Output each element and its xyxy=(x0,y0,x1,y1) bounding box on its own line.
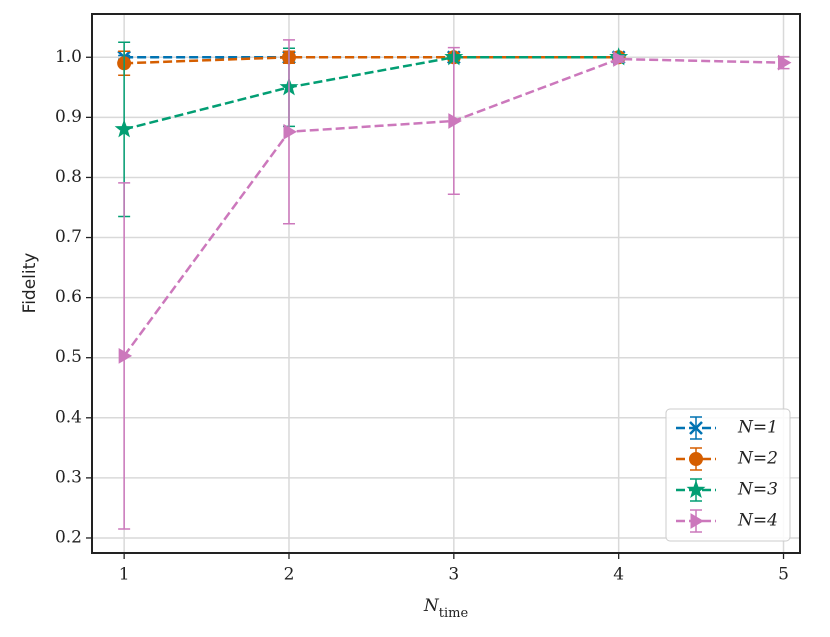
x-tick-label: 4 xyxy=(613,565,624,585)
x-tick-label: 2 xyxy=(284,565,295,585)
legend-entry: N=3 xyxy=(676,478,778,502)
legend-marker xyxy=(686,480,706,499)
x-tick-label: 3 xyxy=(448,565,459,585)
plot-frame xyxy=(91,13,801,554)
legend-box xyxy=(665,408,791,542)
y-tick-label: 0.8 xyxy=(55,167,82,187)
marker xyxy=(283,123,297,140)
y-tick-label: 0.3 xyxy=(55,467,82,487)
marker xyxy=(114,119,134,138)
legend-label: N=1 xyxy=(737,418,778,438)
y-tick-label: 0.7 xyxy=(55,227,82,247)
marker xyxy=(778,54,792,71)
legend-entry: N=1 xyxy=(676,416,778,440)
y-tick-label: 0.2 xyxy=(55,527,82,547)
legend-entry: N=2 xyxy=(676,447,778,471)
x-axis-label: Ntime xyxy=(423,596,469,621)
x-tick-label: 1 xyxy=(119,565,130,585)
series xyxy=(118,39,792,530)
legend-label: N=3 xyxy=(737,480,778,500)
legend-marker xyxy=(689,421,703,435)
legend-marker xyxy=(690,513,704,529)
y-axis-label: Fidelity xyxy=(20,253,40,314)
legend-label: N=4 xyxy=(737,511,778,531)
y-tick-label: 1.0 xyxy=(55,47,82,67)
marker xyxy=(118,348,133,364)
series-line xyxy=(123,56,619,131)
y-tick-label: 0.5 xyxy=(55,347,82,367)
x-axis-label-sub: time xyxy=(439,606,469,621)
x-axis-label-main: N xyxy=(423,596,440,616)
y-tick-label: 0.6 xyxy=(55,287,82,307)
y-tick-label: 0.9 xyxy=(55,107,82,127)
series-line xyxy=(124,56,619,65)
legend-entry: N=4 xyxy=(676,509,778,533)
legend-marker xyxy=(689,452,703,466)
series xyxy=(114,41,629,218)
marker xyxy=(613,51,627,67)
x-tick-label: 5 xyxy=(778,565,789,585)
marker xyxy=(448,113,462,129)
y-tick-label: 0.4 xyxy=(55,407,82,427)
legend-label: N=2 xyxy=(737,449,778,469)
